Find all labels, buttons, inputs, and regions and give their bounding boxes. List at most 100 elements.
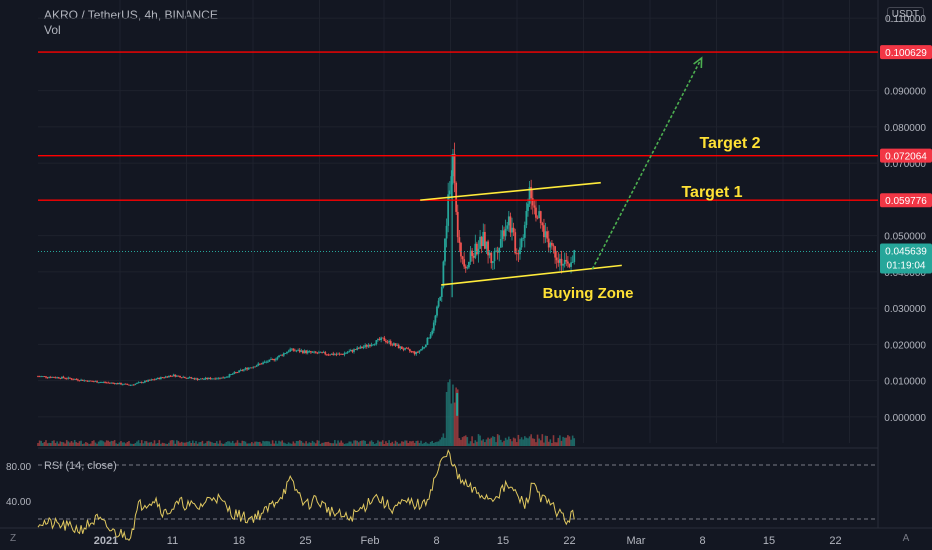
- volume-bar: [332, 443, 335, 446]
- y-tick-label: 0.080000: [884, 123, 926, 134]
- volume-bar: [40, 440, 42, 446]
- volume-bar: [495, 442, 497, 446]
- volume-bar: [300, 440, 303, 446]
- volume-bar: [463, 436, 465, 446]
- candle-body: [391, 344, 394, 346]
- volume-bar: [70, 441, 73, 446]
- volume-bar: [346, 443, 349, 446]
- candle-body: [466, 267, 469, 269]
- candle-body: [471, 250, 474, 256]
- rsi-line: [37, 448, 575, 542]
- candle-body: [227, 376, 229, 378]
- time-axis[interactable]: 2021 11 18 25 Feb 8 15 22 Mar 8 15 22: [94, 535, 842, 547]
- volume-bar: [174, 443, 177, 446]
- timezone-icon[interactable]: Z: [10, 533, 16, 544]
- volume-bar: [421, 443, 424, 446]
- volume-bar: [439, 439, 441, 446]
- candle-body: [228, 374, 231, 377]
- volume-bar: [488, 438, 491, 446]
- volume-bar: [429, 441, 432, 446]
- candle-body: [142, 382, 145, 384]
- candle-body: [41, 376, 44, 378]
- auto-scale-icon[interactable]: A: [903, 533, 910, 544]
- candle-body: [431, 330, 434, 335]
- candle-body: [346, 352, 349, 354]
- volume-bar: [57, 443, 60, 446]
- volume-bar: [161, 442, 164, 446]
- volume-bar: [219, 440, 221, 446]
- y-tick-label: 0.110000: [885, 14, 926, 25]
- candle-body: [329, 354, 331, 356]
- volume-bar: [128, 441, 130, 446]
- volume-bar: [204, 443, 207, 446]
- volume-bar: [364, 440, 366, 446]
- candle-body: [123, 383, 126, 385]
- candle-body: [290, 348, 293, 350]
- volume-bar: [434, 442, 437, 446]
- volume-bar: [209, 441, 212, 446]
- volume-bar: [310, 442, 312, 446]
- candle-body: [65, 378, 68, 380]
- candle-body: [504, 228, 507, 237]
- volume-bar: [380, 441, 382, 446]
- candle-body: [289, 349, 292, 352]
- volume-bar: [164, 443, 167, 446]
- volume-bar: [214, 443, 216, 446]
- volume-bar: [233, 443, 236, 446]
- candle-body: [297, 349, 300, 351]
- volume-bar: [254, 441, 256, 446]
- volume-bar: [112, 441, 114, 446]
- candle-body: [362, 346, 365, 348]
- candle-body: [110, 382, 113, 384]
- volume-bar: [314, 443, 317, 446]
- candle-body: [476, 243, 478, 255]
- volume-bar: [270, 443, 272, 446]
- volume-bar: [262, 440, 264, 446]
- candle-body: [268, 359, 271, 362]
- candle-body: [566, 261, 569, 264]
- candle-body: [266, 361, 269, 363]
- level-price-tag: [880, 148, 932, 163]
- candle-body: [531, 198, 534, 206]
- candle-body: [324, 352, 327, 355]
- candle-body: [343, 353, 346, 355]
- candle-body: [294, 350, 296, 352]
- candle-body: [547, 238, 550, 248]
- volume-bar: [373, 443, 376, 446]
- volume-bar: [228, 441, 231, 446]
- candle-body: [381, 337, 384, 339]
- volume-bar: [131, 443, 133, 446]
- volume-bar: [503, 440, 505, 446]
- candle-body: [369, 345, 371, 347]
- volume-bar: [147, 442, 149, 446]
- volume-bar: [329, 442, 331, 446]
- volume-bar: [444, 437, 446, 446]
- volume-bar: [477, 434, 480, 446]
- volume-bar: [247, 443, 250, 446]
- volume-bar: [46, 443, 49, 446]
- candle-body: [38, 376, 41, 378]
- candle-body: [351, 350, 354, 352]
- candle-body: [421, 347, 424, 350]
- volume-bar: [302, 442, 304, 446]
- volume-bar: [123, 442, 125, 446]
- candle-body: [223, 377, 226, 379]
- volume-bar: [500, 439, 502, 446]
- volume-bar: [137, 440, 140, 446]
- rsi-label: RSI (14, close): [44, 460, 117, 472]
- candle-body: [126, 383, 129, 385]
- candle-body: [491, 261, 494, 264]
- volume-bar: [56, 441, 58, 446]
- volume-bar: [433, 443, 435, 446]
- volume-bar: [554, 442, 556, 446]
- volume-bar: [223, 443, 226, 446]
- volume-bar: [166, 443, 169, 446]
- volume-bar: [536, 434, 539, 446]
- price-axis[interactable]: 0.110000 0.090000 0.080000 0.070000 0.050000…: [880, 14, 932, 424]
- currency-button[interactable]: USDT: [886, 7, 924, 22]
- candle-body: [335, 354, 338, 356]
- target2-label: Target 2: [699, 135, 760, 152]
- volume-bar: [426, 443, 429, 446]
